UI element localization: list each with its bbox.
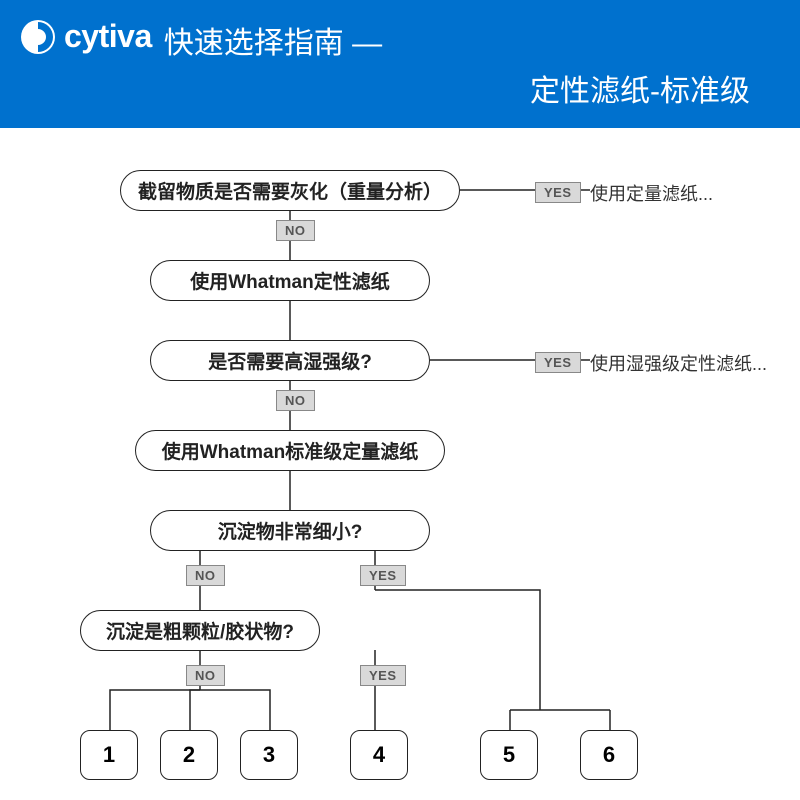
tag-yes4: YES [360,665,406,686]
tag-yes1: YES [535,182,581,203]
tag-no1: NO [276,220,315,241]
title-line1: 快速选择指南 — [164,18,780,62]
node-q1: 截留物质是否需要灰化（重量分析） [120,170,460,211]
tag-yes3: YES [360,565,406,586]
node-q3-label: 沉淀物非常细小? [218,517,363,544]
title-line2: 定性滤纸-标准级 [164,66,780,110]
side-s1: 使用定量滤纸... [590,180,713,206]
node-q2: 是否需要高湿强级? [150,340,430,381]
result-1: 1 [80,730,138,780]
brand-text: cytiva [64,18,152,55]
side-s2: 使用湿强级定性滤纸... [590,350,767,376]
node-q3: 沉淀物非常细小? [150,510,430,551]
node-q2-label: 是否需要高湿强级? [208,347,372,374]
node-a2: 使用Whatman标准级定量滤纸 [135,430,445,471]
tag-yes2: YES [535,352,581,373]
node-a1-label: 使用Whatman定性滤纸 [190,267,390,294]
node-a2-label: 使用Whatman标准级定量滤纸 [162,437,419,464]
node-q4: 沉淀是粗颗粒/胶状物? [80,610,320,651]
title: 快速选择指南 — 定性滤纸-标准级 [164,18,780,110]
result-3: 3 [240,730,298,780]
flowchart: 截留物质是否需要灰化（重量分析） 使用Whatman定性滤纸 是否需要高湿强级?… [0,130,800,800]
result-4: 4 [350,730,408,780]
logo: cytiva [20,18,152,55]
tag-no3: NO [186,565,225,586]
result-6: 6 [580,730,638,780]
node-q1-label: 截留物质是否需要灰化（重量分析） [138,177,442,204]
node-a1: 使用Whatman定性滤纸 [150,260,430,301]
cytiva-icon [20,19,56,55]
result-2: 2 [160,730,218,780]
node-q4-label: 沉淀是粗颗粒/胶状物? [106,617,294,644]
tag-no2: NO [276,390,315,411]
header: cytiva 快速选择指南 — 定性滤纸-标准级 [0,0,800,128]
tag-no4: NO [186,665,225,686]
result-5: 5 [480,730,538,780]
